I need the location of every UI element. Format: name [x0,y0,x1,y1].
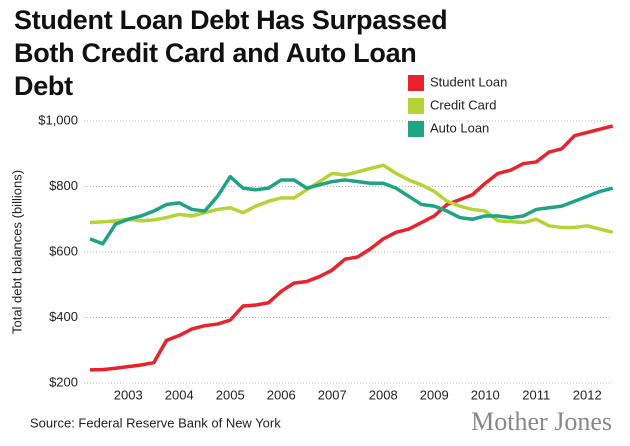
line-series [89,124,614,372]
legend-swatch [408,121,424,137]
source: Source: Federal Reserve Bank of New York [30,415,281,430]
legend-label: Student Loan [430,74,507,89]
line-series [89,174,614,246]
legend-label: Auto Loan [430,120,489,135]
y-axis-label: Total debt balances (billions) [9,170,24,334]
y-tick-label: $200 [49,374,78,389]
x-tick-label: 2008 [369,387,398,402]
y-tick-label: $1,000 [38,112,78,127]
y-tick-label: $400 [49,309,78,324]
x-tick-label: 2003 [114,387,143,402]
legend-label: Credit Card [430,97,496,112]
y-tick-label: $800 [49,178,78,193]
x-tick-label: 2011 [522,387,550,402]
credit: Mother Jones [471,407,612,436]
x-tick-label: 2006 [267,387,296,402]
y-tick-label: $600 [49,243,78,258]
line-series [89,163,614,235]
x-tick-label: 2007 [318,387,347,402]
legend-swatch [408,75,424,91]
chart-title: Student Loan Debt Has Surpassed Both Cre… [14,5,448,101]
x-tick-label: 2012 [573,387,602,402]
x-tick-label: 2005 [216,387,245,402]
x-tick-label: 2010 [471,387,500,402]
x-tick-label: 2009 [420,387,449,402]
x-tick-label: 2004 [165,387,194,402]
legend-swatch [408,98,424,114]
